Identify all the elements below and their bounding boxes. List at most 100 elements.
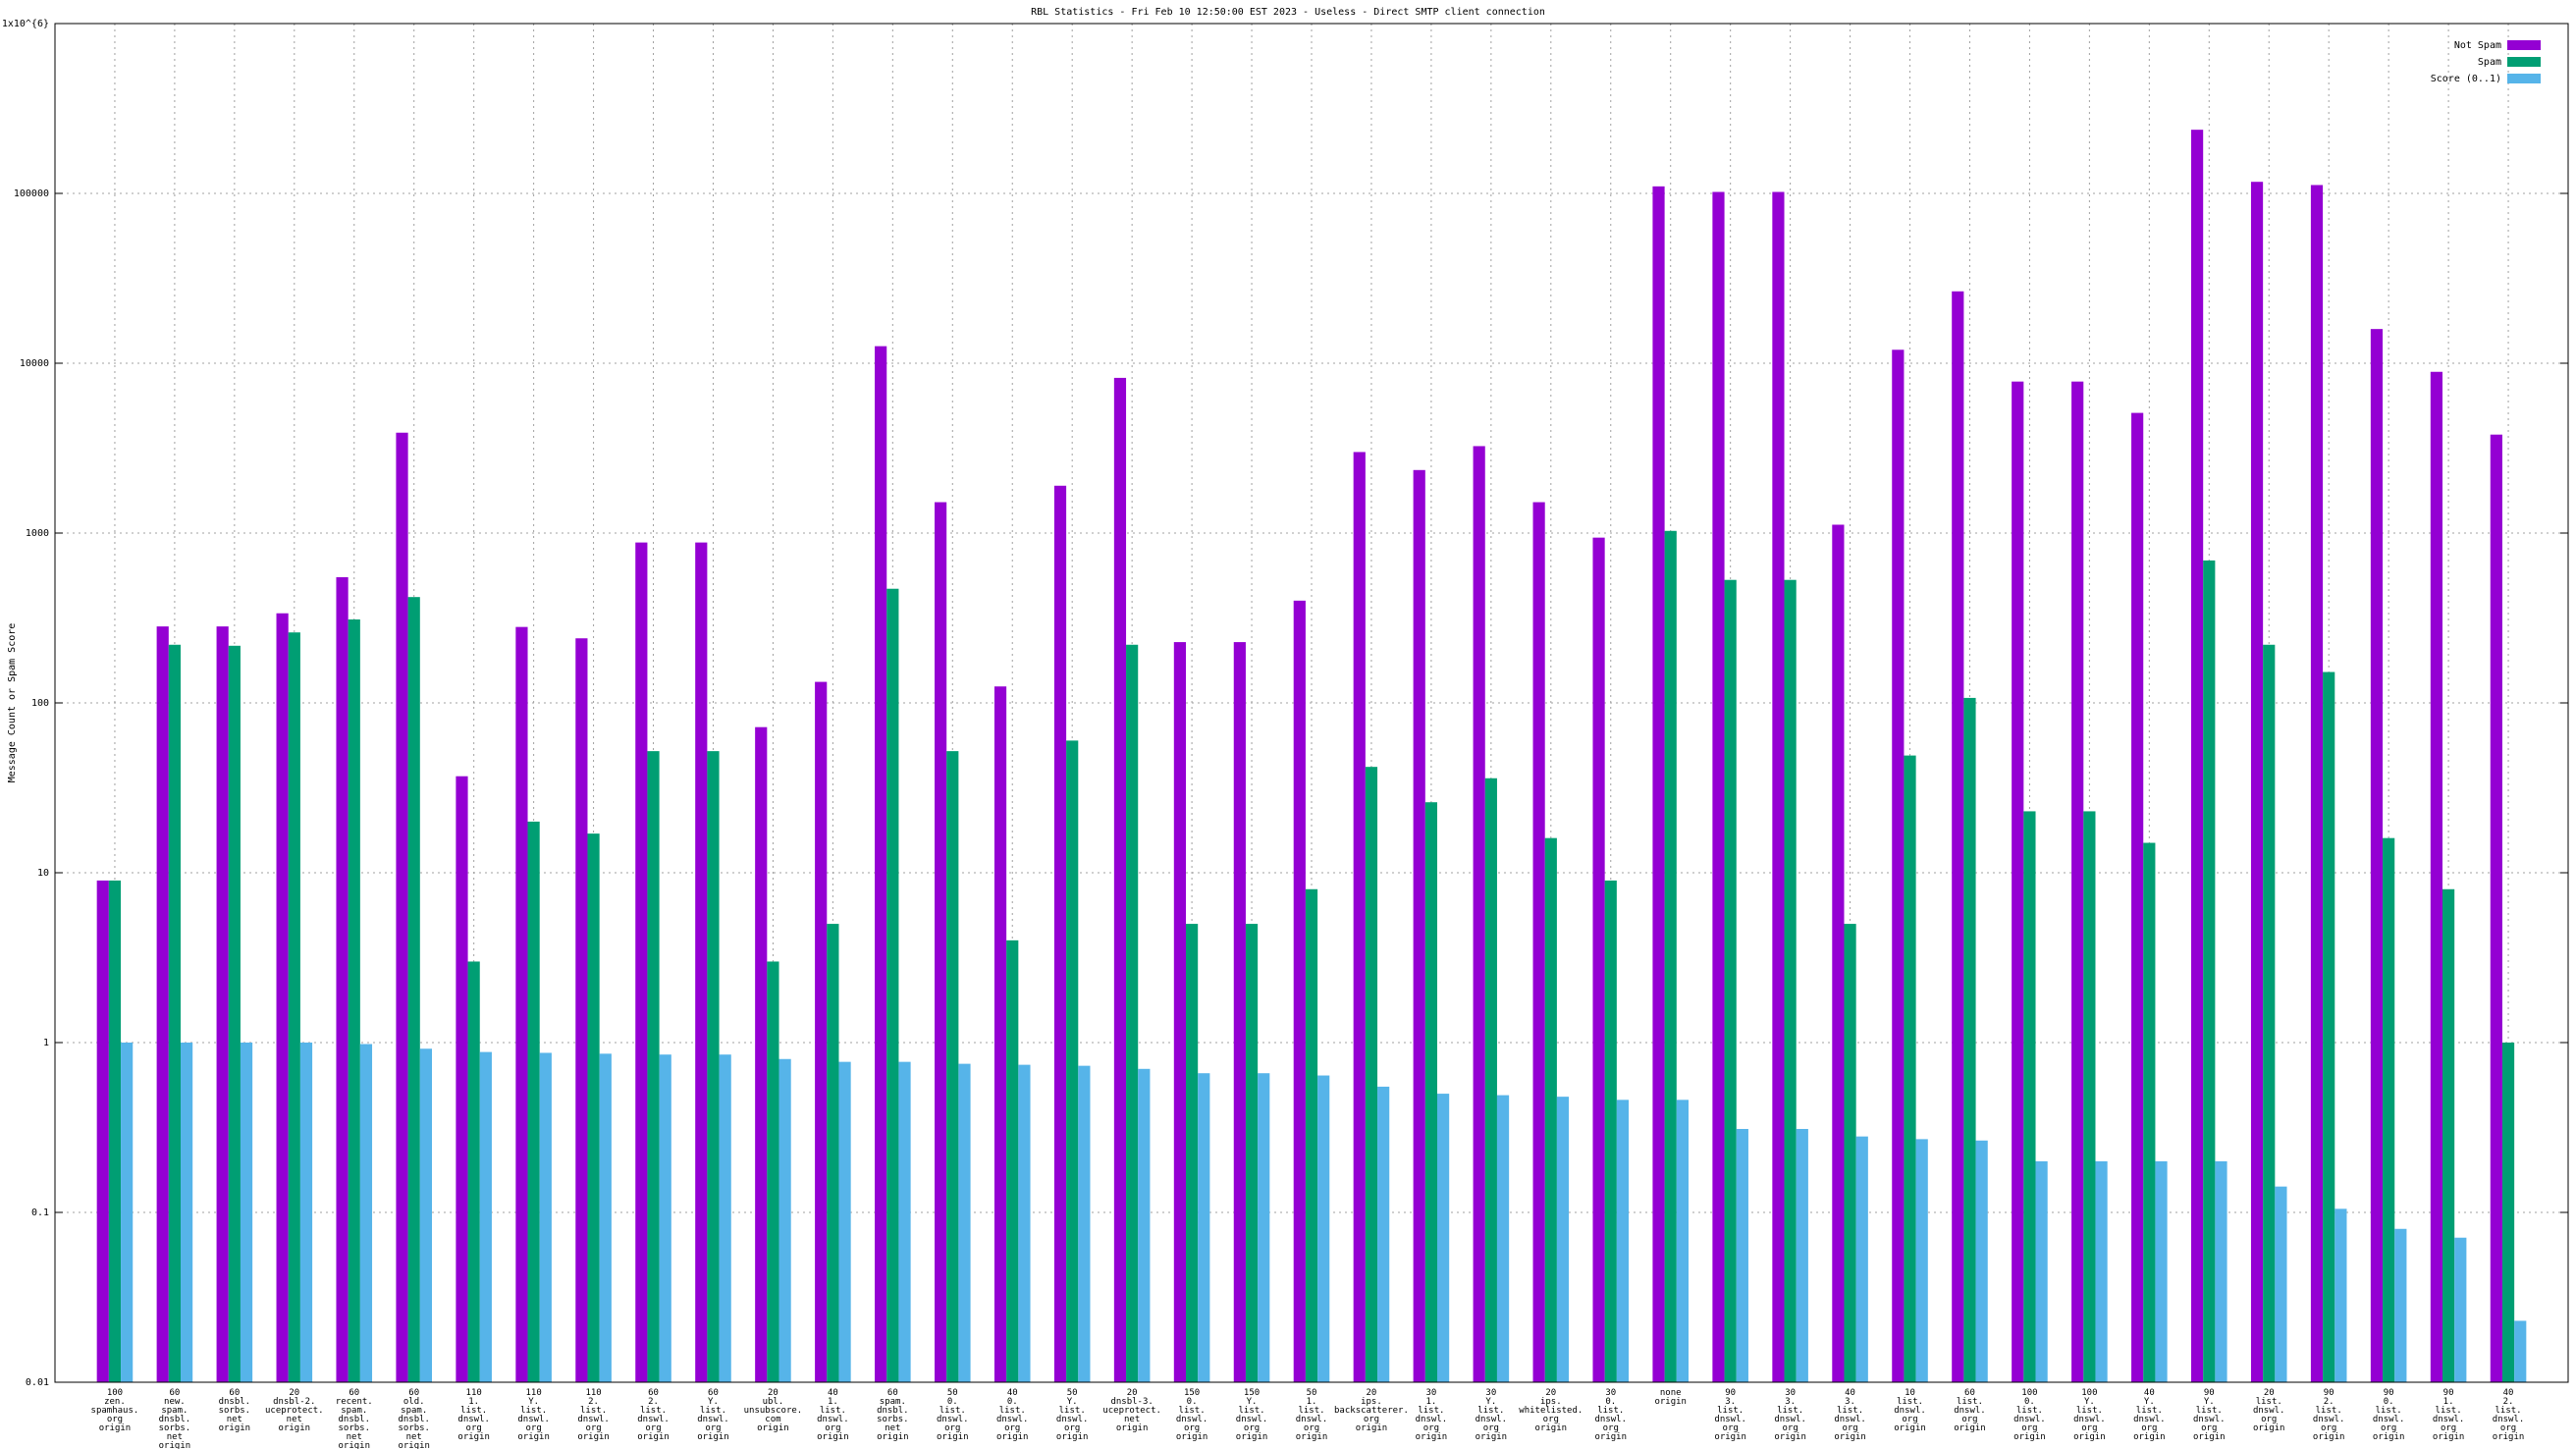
- bar: [1113, 377, 1127, 1382]
- bar: [1066, 740, 1079, 1382]
- bar: [1006, 939, 1019, 1382]
- legend-swatch: [2507, 57, 2541, 67]
- bar: [1173, 642, 1186, 1382]
- bar: [1473, 446, 1485, 1382]
- bar: [539, 1052, 552, 1382]
- y-tick-label: 1: [43, 1038, 49, 1048]
- bar: [2383, 837, 2395, 1382]
- bar: [2250, 182, 2264, 1382]
- bar: [2203, 560, 2216, 1382]
- y-tick-label: 10: [37, 868, 49, 879]
- x-tick-label: 60 Y. list. dnswl. org origin: [697, 1388, 729, 1442]
- bar: [2310, 185, 2324, 1383]
- x-tick-label: 20 list. dnswl. org origin: [2253, 1388, 2285, 1433]
- x-tick-label: 60 spam. dnsbl. sorbs. net origin: [877, 1388, 909, 1442]
- bar: [958, 1063, 971, 1382]
- bar: [2263, 644, 2276, 1382]
- x-tick-label: 100 Y. list. dnswl. org origin: [2073, 1388, 2106, 1442]
- x-tick-label: 90 Y. list. dnswl. org origin: [2193, 1388, 2226, 1442]
- bar: [96, 880, 109, 1382]
- bar: [659, 1054, 671, 1382]
- bar: [1915, 1139, 1928, 1382]
- x-tick-label: 20 dnsbl-3. uceprotect. net origin: [1102, 1388, 1161, 1433]
- bar: [587, 833, 600, 1382]
- bar: [1844, 924, 1856, 1382]
- bar: [2490, 434, 2502, 1382]
- plot-frame: [54, 23, 2569, 1383]
- bar: [456, 776, 468, 1382]
- x-tick-label: 60 old. spam. dnsbl. sorbs. net origin: [398, 1388, 430, 1449]
- bar: [695, 542, 708, 1382]
- bar: [407, 597, 420, 1382]
- x-tick-label: 110 1. list. dnswl. org origin: [457, 1388, 490, 1442]
- bar: [396, 432, 408, 1382]
- legend-label: Score (0..1): [2431, 74, 2501, 84]
- bar: [1556, 1097, 1570, 1382]
- bar: [1245, 924, 1259, 1382]
- bar: [2514, 1320, 2527, 1382]
- chart-title: RBL Statistics - Fri Feb 10 12:50:00 EST…: [1031, 7, 1545, 18]
- bar: [1724, 579, 1737, 1382]
- bar: [2191, 130, 2204, 1382]
- x-tick-label: 100 zen. spamhaus. org origin: [91, 1388, 139, 1433]
- bar: [515, 626, 528, 1382]
- bar: [898, 1061, 911, 1382]
- bar: [1018, 1064, 1031, 1382]
- x-tick-label: 30 Y. list. dnswl. org origin: [1476, 1388, 1508, 1442]
- bar: [1053, 485, 1067, 1382]
- bar: [1892, 349, 1905, 1382]
- bar: [467, 961, 480, 1382]
- x-tick-label: 60 new. spam. dnsbl. sorbs. net origin: [159, 1388, 191, 1449]
- bar: [1138, 1068, 1151, 1382]
- bar: [886, 588, 899, 1382]
- bar: [1078, 1065, 1091, 1382]
- x-tick-label: 60 recent. spam. dnsbl. sorbs. net origin: [336, 1388, 373, 1449]
- bar: [168, 644, 181, 1382]
- bar: [2275, 1186, 2287, 1382]
- legend-label: Not Spam: [2454, 40, 2501, 51]
- bar: [228, 645, 241, 1382]
- y-tick-label: 1000: [26, 528, 49, 539]
- x-tick-label: none origin: [1654, 1388, 1687, 1407]
- bar: [599, 1053, 612, 1382]
- y-tick-label: 10000: [20, 358, 49, 369]
- bar: [2095, 1160, 2108, 1382]
- bar: [1126, 644, 1139, 1382]
- x-tick-label: 30 3. list. dnswl. org origin: [1774, 1388, 1806, 1442]
- bar: [635, 542, 648, 1382]
- x-tick-label: 150 0. list. dnswl. org origin: [1176, 1388, 1208, 1442]
- x-tick-label: 30 1. list. dnswl. org origin: [1416, 1388, 1448, 1442]
- bar: [1963, 697, 1976, 1382]
- bar: [1616, 1100, 1630, 1382]
- bar: [1544, 837, 1557, 1382]
- x-tick-label: 150 Y. list. dnswl. org origin: [1236, 1388, 1268, 1442]
- bar: [2155, 1160, 2168, 1382]
- x-tick-label: 90 1. list. dnswl. org origin: [2433, 1388, 2465, 1442]
- bar: [827, 924, 839, 1382]
- bar: [1784, 579, 1797, 1382]
- x-tick-label: 90 3. list. dnswl. org origin: [1714, 1388, 1746, 1442]
- bar: [2215, 1160, 2227, 1382]
- bar: [2323, 671, 2335, 1382]
- bar: [299, 1043, 313, 1382]
- bar: [1652, 186, 1665, 1382]
- bar: [1664, 530, 1677, 1382]
- y-tick-label: 1x10^{6}: [2, 19, 49, 29]
- bar: [2394, 1228, 2407, 1382]
- legend-label: Spam: [2478, 57, 2501, 68]
- bar: [1365, 767, 1378, 1382]
- bar: [348, 618, 360, 1382]
- bar: [1712, 191, 1725, 1382]
- x-tick-label: 40 2. list. dnswl. org origin: [2493, 1388, 2525, 1442]
- bar: [1604, 880, 1617, 1382]
- bar: [419, 1048, 432, 1382]
- x-tick-label: 20 ubl. unsubscore. com origin: [744, 1388, 803, 1433]
- bar: [1496, 1095, 1510, 1382]
- bar: [2023, 811, 2036, 1382]
- bar: [2501, 1043, 2515, 1382]
- bar: [156, 626, 169, 1382]
- y-tick-label: 100: [31, 698, 49, 709]
- bar: [838, 1061, 851, 1382]
- bar: [2131, 412, 2144, 1383]
